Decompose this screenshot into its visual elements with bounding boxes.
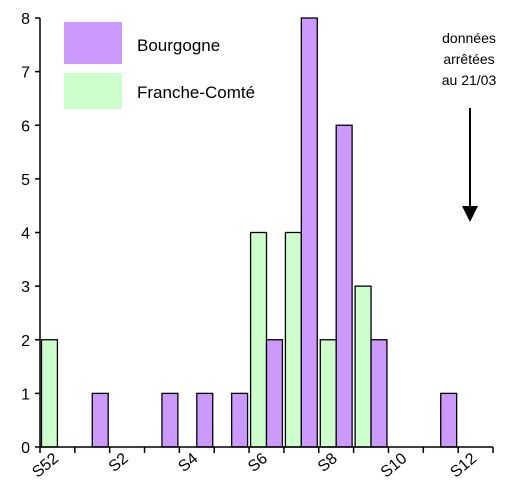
legend-label-bourgogne: Bourgogne [137,36,220,55]
x-tick-label-s6: S6 [245,450,271,476]
x-tick-label-s12: S12 [447,450,480,481]
y-tick-label-8: 8 [21,11,30,28]
bar-franche-comte-s9 [354,285,372,448]
y-tick-label-5: 5 [21,172,30,189]
bar-bourgogne-s3 [161,392,179,448]
x-tick-label-s4: S4 [175,450,201,476]
annotation: données arrêtées au 21/03 [442,30,497,222]
annotation-line-2: arrêtées [443,51,494,67]
bar-franche-comte-s6 [249,231,268,448]
legend-label-franche-comte: Franche-Comté [137,83,255,102]
bar-bourgogne-s11 [440,392,458,448]
x-ticks-group: S52 S2 S4 S6 S8 S10 S12 [29,447,494,481]
bar-bourgogne-s9 [370,339,388,448]
x-tick-label-s52: S52 [29,450,62,481]
bar-bourgogne-s5 [230,392,249,448]
y-tick-label-1: 1 [21,386,30,403]
bar-bourgogne-s6 [265,339,284,448]
x-tick-label-s2: S2 [106,450,132,476]
x-tick-label-s8: S8 [315,450,341,476]
legend-swatch-franche-comte [64,73,122,109]
bar-franche-comte-s8 [319,339,337,448]
y-tick-label-2: 2 [21,333,30,350]
annotation-line-3: au 21/03 [442,72,497,88]
bars-group [40,17,458,448]
bar-franche-comte-s52 [40,339,59,448]
annotation-arrow-head [462,206,478,222]
bar-bourgogne-s4 [196,392,214,448]
bar-bourgogne-s7 [300,17,318,448]
x-tick-label-s10: S10 [378,450,411,481]
y-tick-label-6: 6 [21,118,30,135]
legend: Bourgogne Franche-Comté [64,22,255,109]
y-tick-label-0: 0 [21,440,30,457]
annotation-line-1: données [442,30,496,46]
y-tick-label-4: 4 [21,226,30,243]
legend-swatch-bourgogne [64,22,122,64]
bar-bourgogne-s8 [335,124,353,448]
y-tick-label-7: 7 [21,65,30,82]
bar-franche-comte-s7 [284,231,302,448]
y-ticks-group: 0 1 2 3 4 5 6 7 8 [21,11,40,457]
bar-bourgogne-s1 [91,392,109,448]
y-tick-label-3: 3 [21,279,30,296]
